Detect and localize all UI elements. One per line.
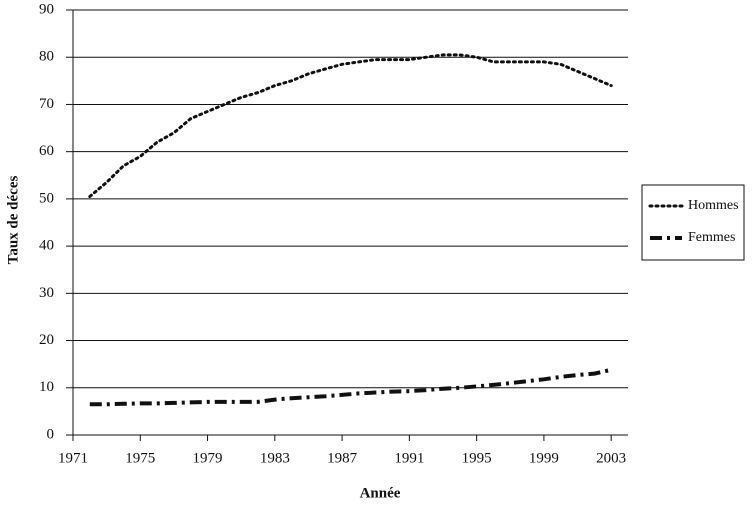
- legend-box: [641, 184, 745, 261]
- y-axis-label: Taux de déces: [5, 176, 21, 265]
- x-tick-label: 1999: [529, 450, 559, 466]
- x-tick-label: 1995: [462, 450, 492, 466]
- y-tick-label: 30: [39, 285, 54, 301]
- x-tick-label: 1983: [260, 450, 290, 466]
- legend-label: Hommes: [688, 198, 739, 213]
- series-line: [88, 53, 613, 198]
- x-axis-label: Année: [360, 485, 401, 501]
- y-tick-label: 10: [39, 379, 54, 395]
- legend-label: Femmes: [688, 230, 735, 245]
- x-tick-label: 1975: [125, 450, 155, 466]
- x-tick-label: 1987: [327, 450, 358, 466]
- y-tick-label: 0: [47, 426, 55, 442]
- x-tick-label: 1971: [58, 450, 88, 466]
- series-line: [89, 367, 612, 407]
- x-tick-label: 2003: [596, 450, 626, 466]
- y-tick-label: 70: [39, 96, 54, 112]
- y-tick-label: 60: [39, 143, 54, 159]
- y-tick-label: 40: [39, 238, 54, 254]
- y-tick-label: 20: [39, 332, 54, 348]
- x-tick-label: 1991: [394, 450, 424, 466]
- y-tick-label: 50: [39, 190, 54, 206]
- y-tick-label: 80: [39, 49, 54, 65]
- x-tick-label: 1979: [193, 450, 223, 466]
- y-tick-label: 90: [39, 1, 54, 17]
